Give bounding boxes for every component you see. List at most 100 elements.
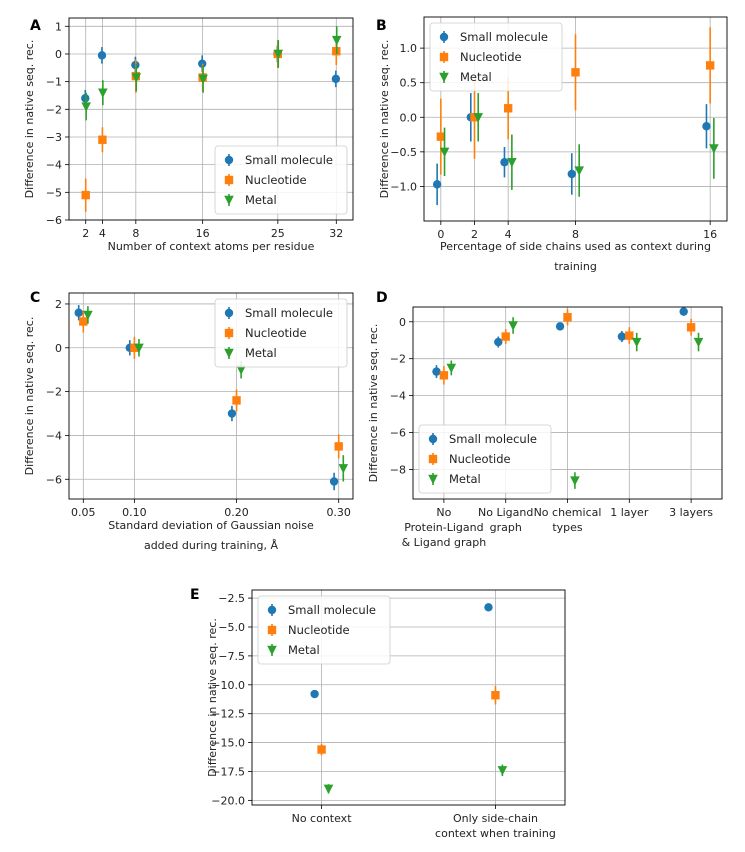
y-tick-label: −0.5	[390, 146, 417, 159]
legend-marker	[439, 32, 449, 42]
panel-letter: D	[376, 290, 388, 306]
data-point	[236, 365, 246, 375]
x-axis-label: Percentage of side chains used as contex…	[440, 240, 711, 253]
y-tick-label: −10.0	[211, 679, 245, 692]
y-tick-label: −6	[46, 473, 62, 486]
data-point	[494, 337, 503, 347]
data-point	[436, 132, 446, 141]
data-point	[198, 74, 208, 85]
y-tick-label: −7.5	[218, 650, 245, 663]
x-tick-label: 32	[329, 227, 343, 240]
axes-frame	[251, 589, 566, 806]
legend-marker	[267, 645, 277, 656]
legend-marker	[224, 308, 234, 318]
data-point	[130, 343, 139, 352]
data-point	[98, 135, 107, 144]
data-point	[329, 477, 339, 486]
y-tick-label: 0	[55, 342, 62, 355]
data-point	[79, 317, 88, 326]
legend-box	[214, 298, 348, 368]
data-point	[81, 94, 90, 103]
x-tick-label: 16	[703, 228, 717, 241]
data-point	[317, 745, 326, 754]
data-point	[508, 321, 518, 331]
legend-label: Small molecule	[245, 153, 333, 167]
legend-box	[214, 145, 348, 215]
series-metal	[446, 317, 704, 489]
legend-marker	[224, 155, 234, 165]
y-tick-label: −4	[46, 429, 62, 442]
panel-c: C −6 −4 −2 0 2 0.05 0.10 0.20 0.30 Standard deviat…	[23, 290, 354, 552]
x-axis-label: Number of context atoms per residue	[108, 240, 315, 253]
x-category-label: 3 layers	[669, 506, 713, 519]
x-tick-label: 16	[196, 227, 210, 240]
data-point	[484, 603, 493, 612]
y-tick-label: −20.0	[211, 794, 245, 807]
data-point	[574, 166, 585, 176]
data-point	[709, 144, 719, 154]
series-nucleotide	[436, 27, 715, 175]
data-point	[81, 190, 90, 200]
y-tick-label: −17.5	[211, 765, 245, 778]
x-tick-label: 8	[132, 227, 139, 240]
legend-marker	[224, 328, 234, 338]
y-tick-label: −3	[46, 131, 62, 144]
y-axis-label: Difference in native seq. rec.	[23, 40, 36, 199]
data-point	[134, 343, 144, 353]
x-category-label: & Ligand graph	[402, 536, 487, 549]
legend-label: Small molecule	[460, 30, 548, 44]
legend-marker	[439, 52, 449, 62]
data-point	[470, 113, 479, 122]
y-tick-label: −12.5	[211, 708, 245, 721]
data-point	[693, 337, 704, 348]
legend-marker	[224, 348, 234, 359]
axes-frame	[68, 17, 354, 221]
y-tick-label: −6	[390, 427, 406, 440]
legend-label: Small molecule	[449, 432, 537, 446]
legend-marker	[267, 605, 277, 615]
data-point	[570, 476, 580, 486]
panel-letter: B	[376, 18, 387, 34]
x-axis-label: training	[554, 260, 597, 273]
data-point	[331, 74, 341, 84]
panel-letter: A	[30, 18, 41, 34]
legend: Small molecule Nucleotide Metal	[418, 424, 552, 494]
series-metal	[439, 93, 719, 197]
series-metal	[323, 764, 508, 795]
data-point	[432, 180, 442, 189]
legend-marker	[224, 195, 234, 206]
series-nucleotide	[317, 685, 500, 756]
y-tick-label: 0	[55, 48, 62, 61]
data-point	[273, 49, 284, 60]
data-point	[702, 122, 711, 131]
x-category-label: No Ligand	[478, 506, 533, 519]
data-point	[705, 61, 715, 70]
y-tick-label: 0.0	[400, 111, 418, 124]
legend-label: Nucleotide	[288, 623, 350, 637]
legend-label: Metal	[449, 472, 481, 486]
data-point	[500, 158, 509, 167]
y-axis-label: Difference in native seq. rec.	[367, 324, 380, 483]
x-tick-label: 2	[471, 228, 478, 241]
data-point	[98, 88, 108, 98]
x-category-label: No chemical	[534, 506, 602, 519]
x-tick-label: 0.05	[71, 506, 96, 519]
x-category-label: No	[436, 506, 451, 519]
y-tick-label: 1.0	[400, 42, 418, 55]
data-point	[563, 312, 572, 322]
data-point	[473, 113, 484, 123]
y-tick-label: −15.0	[211, 737, 245, 750]
x-category-label: graph	[490, 521, 522, 534]
y-tick-label: 0.5	[400, 77, 418, 90]
y-tick-label: −5.0	[218, 621, 245, 634]
x-tick-label: 0.10	[122, 506, 147, 519]
axes-frame	[412, 306, 723, 500]
data-point	[439, 147, 450, 158]
series-small-molecule	[432, 307, 688, 379]
data-point	[507, 158, 517, 168]
legend-box	[418, 424, 552, 494]
legend-marker	[428, 454, 438, 464]
x-category-label: types	[552, 521, 583, 534]
panel-letter: E	[190, 587, 200, 603]
